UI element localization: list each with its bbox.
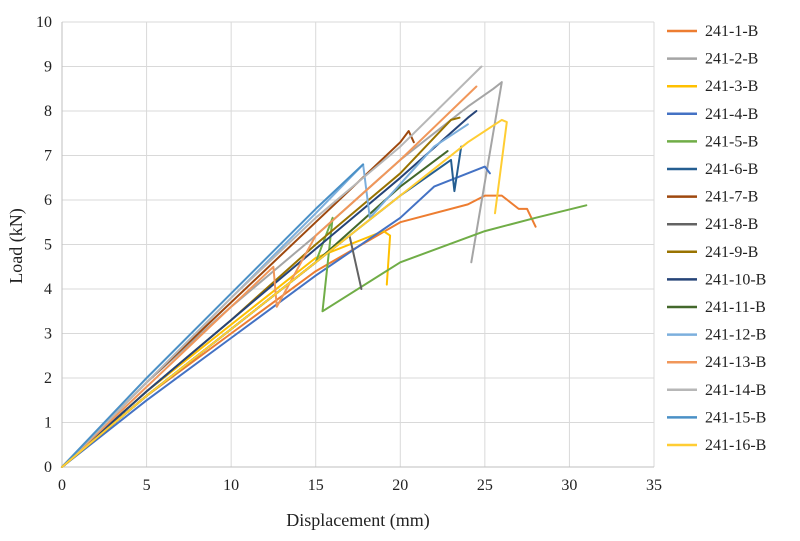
series-line-241-13-B bbox=[61, 85, 478, 468]
legend-entry-label: 241-15-B bbox=[705, 409, 766, 426]
y-tick-label: 6 bbox=[44, 192, 52, 209]
series-line-241-15-B bbox=[61, 163, 365, 468]
x-axis-title: Displacement (mm) bbox=[286, 510, 429, 531]
legend-entry-label: 241-12-B bbox=[705, 327, 766, 344]
legend-entry-label: 241-14-B bbox=[705, 382, 766, 399]
legend-entry-label: 241-11-B bbox=[705, 299, 766, 316]
legend-entry-label: 241-2-B bbox=[705, 51, 758, 68]
y-tick-label: 7 bbox=[44, 148, 52, 165]
legend-entry-label: 241-8-B bbox=[705, 216, 758, 233]
legend-entry-label: 241-9-B bbox=[705, 244, 758, 261]
y-tick-label: 10 bbox=[36, 14, 52, 31]
y-tick-label: 4 bbox=[44, 281, 52, 298]
legend-entry-label: 241-5-B bbox=[705, 133, 758, 150]
x-tick-label: 20 bbox=[392, 477, 408, 494]
x-tick-label: 5 bbox=[143, 477, 151, 494]
y-tick-label: 3 bbox=[44, 326, 52, 343]
x-tick-label: 25 bbox=[477, 477, 493, 494]
y-tick-label: 0 bbox=[44, 459, 52, 476]
x-tick-label: 30 bbox=[561, 477, 577, 494]
x-tick-label: 0 bbox=[58, 477, 66, 494]
legend-entry-label: 241-16-B bbox=[705, 437, 766, 454]
series-line-241-10-B bbox=[61, 110, 478, 468]
y-tick-label: 2 bbox=[44, 370, 52, 387]
x-tick-label: 35 bbox=[646, 477, 662, 494]
y-tick-label: 8 bbox=[44, 103, 52, 120]
series-line-241-4-B bbox=[61, 165, 491, 468]
series-line-241-14-B bbox=[61, 65, 483, 468]
legend: 241-1-B 241-2-B 241-3-B 241-4-B 241-5-B 241-6… bbox=[667, 23, 766, 454]
y-tick-label: 5 bbox=[44, 237, 52, 254]
legend-entry-label: 241-3-B bbox=[705, 78, 758, 95]
x-tick-label: 10 bbox=[223, 477, 239, 494]
series-line-241-16-B bbox=[61, 118, 508, 468]
tick-labels: 0 1 2 3 4 5 6 7 8 9 10 0 5 10 15 20 25 30 35 bbox=[36, 14, 662, 494]
legend-entry-label: 241-1-B bbox=[705, 23, 758, 40]
y-axis-title: Load (kN) bbox=[6, 208, 27, 283]
y-tick-label: 1 bbox=[44, 415, 52, 432]
legend-entry-label: 241-10-B bbox=[705, 271, 766, 288]
legend-entry-label: 241-6-B bbox=[705, 161, 758, 178]
y-tick-label: 9 bbox=[44, 59, 52, 76]
series-line-241-1-B bbox=[61, 194, 537, 468]
legend-entry-label: 241-4-B bbox=[705, 106, 758, 123]
series-line-241-3-B bbox=[61, 230, 392, 468]
legend-entry-label: 241-7-B bbox=[705, 189, 758, 206]
grid-lines bbox=[62, 21, 655, 467]
series-lines bbox=[61, 65, 588, 468]
axes bbox=[61, 22, 654, 468]
x-tick-label: 15 bbox=[308, 477, 324, 494]
legend-entry-label: 241-13-B bbox=[705, 354, 766, 371]
